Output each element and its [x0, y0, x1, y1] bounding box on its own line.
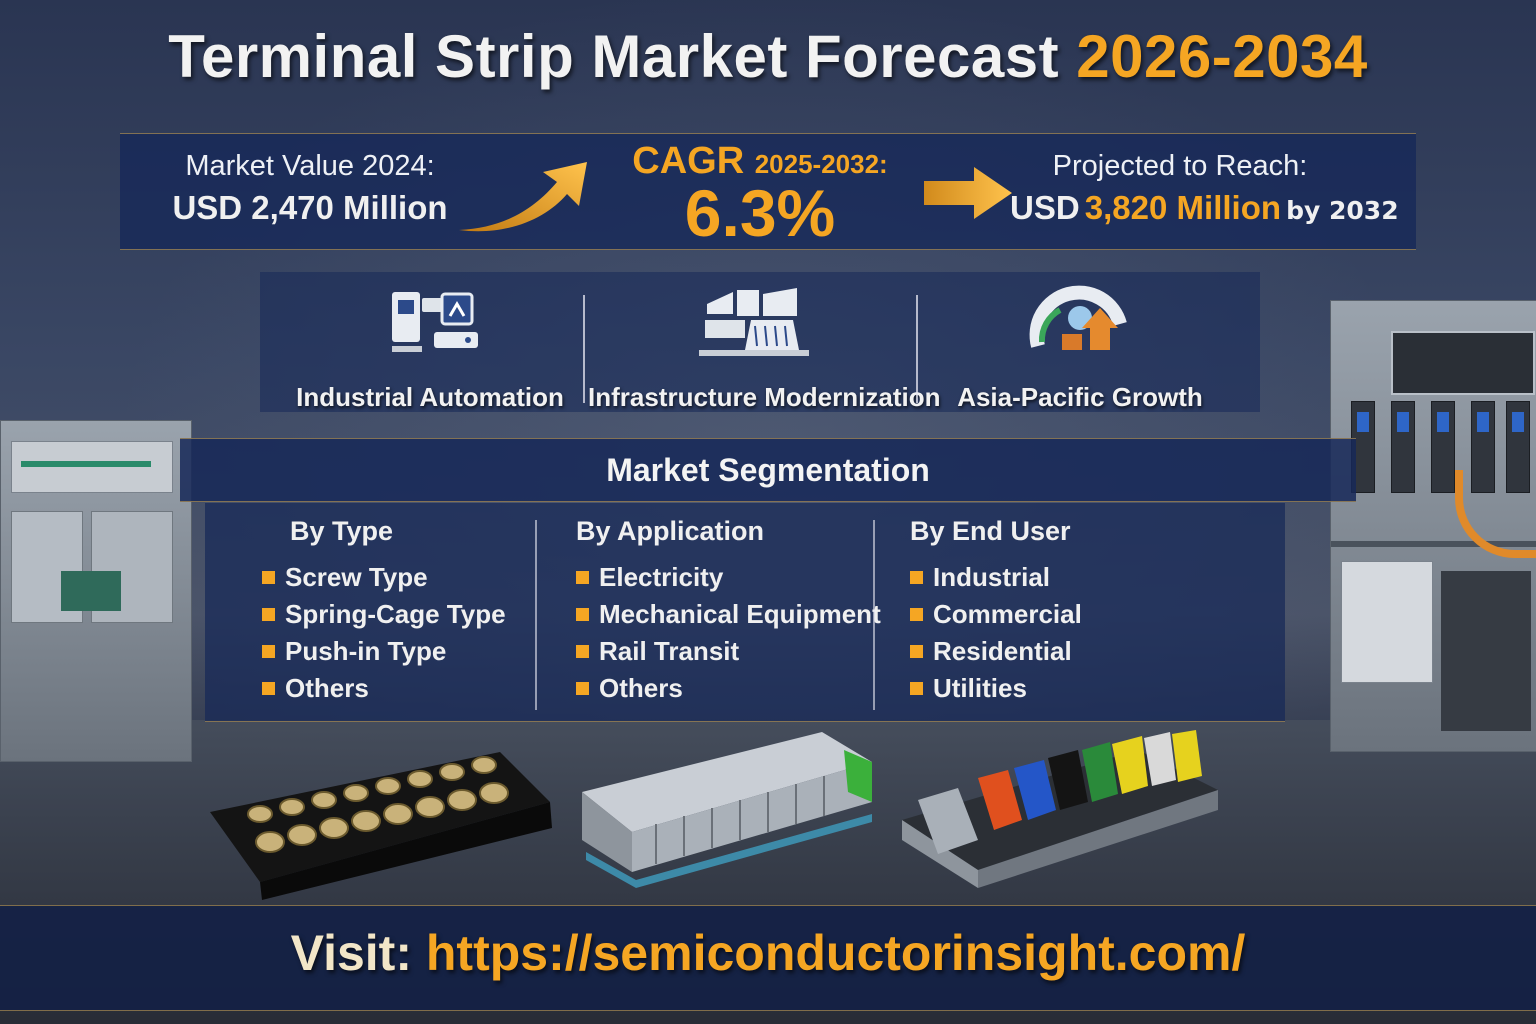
left-machine-image — [0, 420, 192, 762]
market-value-stat: Market Value 2024: USD 2,470 Million — [150, 150, 470, 227]
segment-by-application: By Application Electricity Mechanical Eq… — [576, 516, 896, 707]
asia-pacific-growth-icon — [1029, 285, 1127, 350]
bullet-icon — [262, 570, 275, 584]
cagr-value: 6.3% — [684, 176, 836, 250]
title-years: 2026-2034 — [1076, 23, 1368, 90]
segment-item: Spring-Cage Type — [262, 596, 582, 633]
right-machine-image — [1330, 300, 1536, 752]
segment-item: Electricity — [576, 559, 896, 596]
segmentation-header-band — [180, 438, 1356, 502]
bullet-icon — [262, 681, 275, 695]
title-main: Terminal Strip Market Forecast — [168, 23, 1060, 90]
market-value-amount: USD 2,470 Million — [172, 189, 448, 226]
segment-by-end-user: By End User Industrial Commercial Reside… — [910, 516, 1230, 707]
projected-stat: Projected to Reach: USD 3,820 Million by… — [1010, 150, 1399, 227]
infrastructure-icon — [699, 288, 809, 356]
segment-heading: By Application — [576, 516, 765, 546]
projected-prefix: USD — [1010, 189, 1080, 226]
bullet-icon — [576, 607, 589, 621]
driver-divider — [916, 295, 918, 403]
bullet-icon — [576, 644, 589, 658]
segment-item: Residential — [910, 633, 1230, 670]
bullet-icon — [576, 570, 589, 584]
segment-divider — [535, 520, 537, 710]
segment-item: Rail Transit — [576, 633, 896, 670]
visit-footer: Visit: https://semiconductorinsight.com/ — [0, 924, 1536, 982]
segment-item: Utilities — [910, 670, 1230, 707]
driver-label: Asia-Pacific Growth — [957, 382, 1203, 412]
segmentation-body-band — [205, 503, 1285, 722]
bullet-icon — [576, 681, 589, 695]
footer-band — [0, 905, 1536, 1011]
orange-cable — [1455, 470, 1536, 558]
page-title: Terminal Strip Market Forecast 2026-2034 — [0, 22, 1536, 91]
projected-value: 3,820 Million — [1084, 189, 1282, 226]
projected-suffix: by 2032 — [1286, 196, 1399, 225]
curved-arrow-icon — [459, 162, 587, 232]
segment-item: Mechanical Equipment — [576, 596, 896, 633]
segment-item: Screw Type — [262, 559, 582, 596]
bullet-icon — [910, 607, 923, 621]
segmentation-title: Market Segmentation — [606, 452, 930, 488]
screw-terminal-strip-image — [210, 752, 552, 900]
cagr-label: CAGR — [632, 140, 745, 182]
segment-divider — [873, 520, 875, 710]
segment-item: Others — [576, 670, 896, 707]
market-value-label: Market Value 2024: — [185, 150, 435, 182]
bullet-icon — [262, 607, 275, 621]
projected-label: Projected to Reach: — [1052, 150, 1308, 182]
stats-band — [120, 133, 1416, 250]
segment-item: Commercial — [910, 596, 1230, 633]
driver-divider — [583, 295, 585, 403]
segment-item: Industrial — [910, 559, 1230, 596]
driver-label: Industrial Automation — [296, 382, 564, 412]
segment-item: Others — [262, 670, 582, 707]
industrial-automation-icon — [392, 292, 478, 352]
cagr-period: 2025-2032: — [754, 149, 888, 179]
bullet-icon — [910, 570, 923, 584]
segment-by-type: By Type Screw Type Spring-Cage Type Push… — [262, 516, 582, 707]
driver-label: Infrastructure Modernization — [588, 382, 941, 412]
bullet-icon — [910, 644, 923, 658]
cagr-stat: CAGR 2025-2032: 6.3% — [600, 140, 920, 250]
website-link[interactable]: https://semiconductorinsight.com/ — [425, 925, 1246, 981]
bullet-icon — [262, 644, 275, 658]
driver-asia-pacific: Asia-Pacific Growth — [915, 284, 1245, 413]
segment-item: Push-in Type — [262, 633, 582, 670]
bullet-icon — [910, 681, 923, 695]
colored-terminal-strip-image — [902, 730, 1218, 888]
segment-heading: By End User — [910, 516, 1071, 546]
din-rail-terminal-strip-image — [582, 732, 872, 888]
driver-infrastructure: Infrastructure Modernization — [588, 284, 941, 413]
segment-heading: By Type — [290, 516, 394, 546]
right-arrow-icon — [924, 167, 1012, 219]
driver-industrial-automation: Industrial Automation — [265, 284, 595, 413]
visit-label: Visit: — [290, 925, 412, 981]
